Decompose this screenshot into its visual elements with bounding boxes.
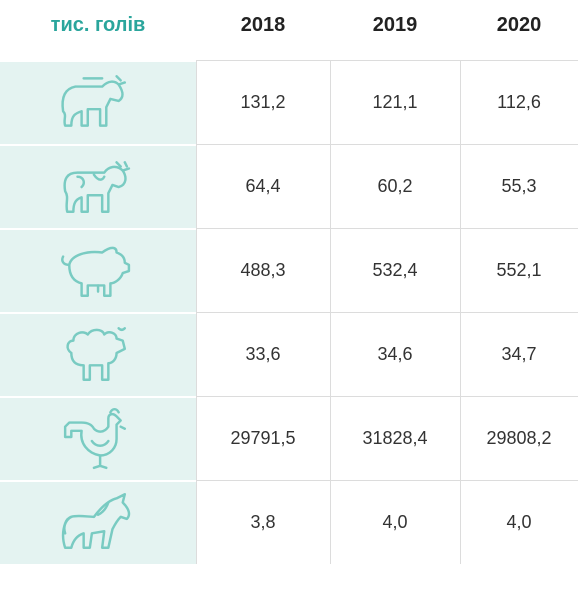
value-cell: 3,8 — [196, 480, 330, 564]
animal-icon — [66, 327, 127, 381]
header-cell: 2018 — [240, 13, 286, 36]
value-cell: 4,0 — [330, 480, 460, 564]
value-cell: 29808,2 — [460, 396, 578, 480]
icon-cell — [0, 144, 196, 228]
animal-icon — [63, 407, 127, 470]
value-cell: 64,4 — [196, 144, 330, 228]
value-cell: 121,1 — [330, 60, 460, 144]
value-cell: 29791,5 — [196, 396, 330, 480]
value-cell: 60,2 — [330, 144, 460, 228]
value-cell: 55,3 — [460, 144, 578, 228]
animal-icon — [61, 246, 131, 297]
value-cell: 112,6 — [460, 60, 578, 144]
value-cell: 552,1 — [460, 228, 578, 312]
header-cell: 2019 — [372, 13, 418, 36]
value-cell: 131,2 — [196, 60, 330, 144]
header-cell: 2020 — [496, 13, 542, 36]
column-divider — [460, 60, 461, 564]
icon-cell — [0, 60, 196, 144]
value-cell: 4,0 — [460, 480, 578, 564]
column-divider — [330, 60, 331, 564]
animal-icon — [61, 492, 131, 549]
icon-cell — [0, 312, 196, 396]
value-cell: 33,6 — [196, 312, 330, 396]
icon-cell — [0, 480, 196, 564]
animal-icon — [63, 161, 131, 213]
value-cell: 34,7 — [460, 312, 578, 396]
header-cell: тис. голів — [50, 13, 146, 36]
animal-icon — [61, 75, 127, 127]
icon-cell — [0, 228, 196, 312]
value-cell: 34,6 — [330, 312, 460, 396]
value-cell: 488,3 — [196, 228, 330, 312]
value-cell: 532,4 — [330, 228, 460, 312]
value-cell: 31828,4 — [330, 396, 460, 480]
column-divider — [196, 60, 197, 564]
